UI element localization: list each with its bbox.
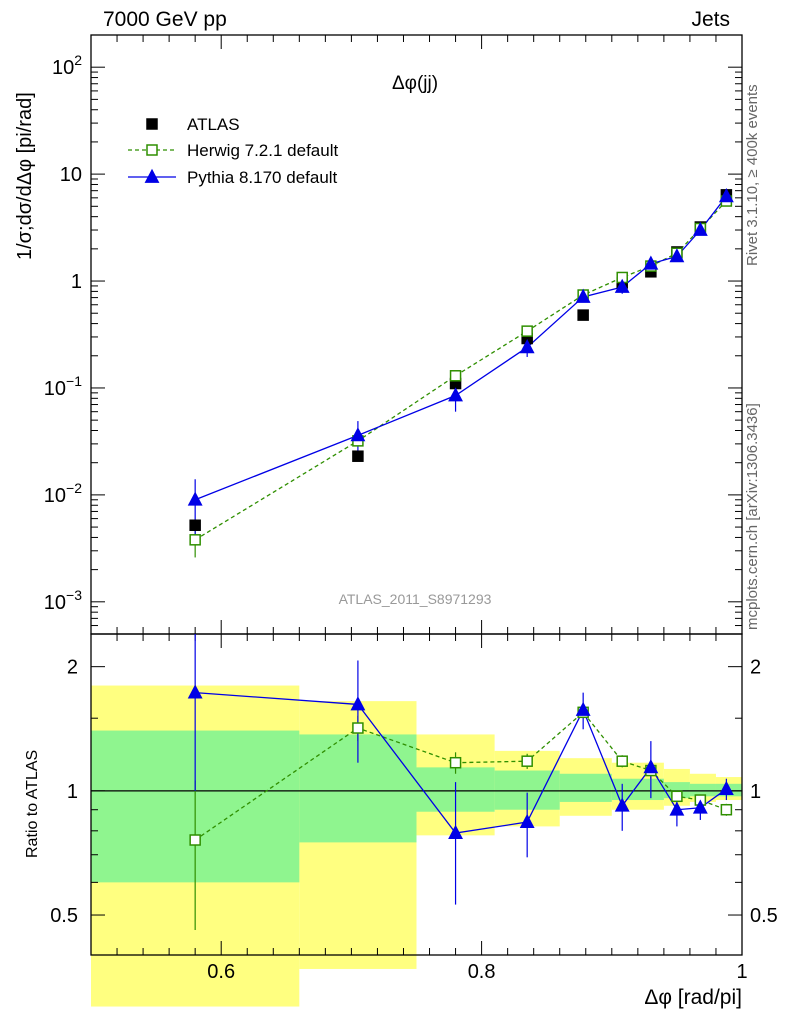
ratio-line-herwig: [194, 711, 727, 841]
ratio-band-green: [559, 773, 612, 802]
marker-square: [352, 450, 364, 462]
analysis-watermark: ATLAS_2011_S8971293: [339, 591, 492, 607]
series-line-pythia: [194, 195, 727, 501]
marker-square: [189, 534, 201, 546]
legend: ATLAS Herwig 7.2.1 default Pythia 8.170 de…: [128, 115, 338, 187]
marker-square: [189, 834, 201, 846]
uncertainty-bands: [91, 685, 742, 1007]
y-tick-label: 10−2: [44, 480, 82, 507]
marker-triangle: [575, 288, 591, 303]
ratio-band-green: [611, 778, 664, 801]
ratio-y-tick-label-right: 1: [750, 781, 761, 803]
series-layer: [187, 188, 734, 930]
marker-square: [449, 756, 462, 769]
marker-triangle: [144, 168, 160, 183]
marker-square: [449, 370, 462, 382]
marker-square: [146, 144, 158, 156]
ratio-band-green: [689, 783, 716, 797]
header-observable: Jets: [691, 8, 730, 31]
y-tick-label: 102: [52, 52, 82, 79]
marker-square: [521, 755, 533, 767]
marker-triangle: [692, 221, 708, 236]
marker-triangle: [519, 339, 535, 354]
side-label-mcplots: mcplots.cern.ch [arXiv:1306.3436]: [744, 403, 761, 630]
legend-label: ATLAS: [187, 115, 240, 134]
marker-triangle: [519, 813, 535, 828]
axes: 10−3 10−2 10−1 1 10 102 0.5 0.5 1 1 2 2 0.6 0.8 1: [44, 34, 778, 983]
y-tick-label: 1: [71, 271, 82, 293]
ratio-y-tick-label: 1: [67, 781, 78, 803]
legend-label: Herwig 7.2.1 default: [187, 141, 338, 160]
marker-triangle: [614, 278, 630, 293]
marker-triangle: [718, 188, 734, 203]
ratio-y-tick-label-right: 0.5: [750, 905, 778, 927]
marker-square: [146, 118, 158, 130]
marker-triangle: [350, 696, 366, 711]
x-tick-label: 0.8: [468, 961, 496, 983]
marker-triangle: [187, 491, 203, 506]
marker-triangle: [448, 387, 463, 402]
marker-triangle: [643, 759, 659, 774]
ratio-y-axis-label: Ratio to ATLAS: [24, 749, 41, 858]
marker-triangle: [575, 701, 591, 716]
y-tick-label: 10: [60, 164, 82, 186]
marker-triangle: [187, 684, 203, 699]
legend-label: Pythia 8.170 default: [187, 168, 338, 187]
marker-triangle: [350, 427, 366, 442]
y-tick-label: 10−1: [44, 373, 82, 400]
marker-square: [671, 790, 683, 803]
plot-title: Δφ(jj): [392, 73, 438, 94]
marker-triangle: [669, 801, 685, 816]
marker-triangle: [669, 248, 685, 263]
marker-square: [189, 519, 201, 532]
x-axis-label: Δφ [rad/pi]: [644, 986, 742, 1009]
marker-triangle: [643, 255, 659, 270]
side-label-rivet: Rivet 3.1.10, ≥ 400k events: [744, 84, 761, 266]
marker-square: [720, 803, 733, 816]
ratio-plot-frame: [90, 633, 743, 956]
ratio-y-tick-label: 0.5: [50, 905, 78, 927]
header-energy: 7000 GeV pp: [103, 8, 227, 31]
marker-triangle: [692, 799, 708, 814]
ratio-band-green: [663, 782, 690, 799]
marker-square: [616, 755, 628, 767]
x-tick-label: 1: [736, 961, 747, 983]
y-tick-label: 10−3: [44, 587, 82, 614]
ratio-y-tick-label: 2: [67, 657, 78, 679]
marker-square: [352, 722, 364, 734]
marker-square: [521, 325, 533, 337]
ratio-y-tick-label-right: 2: [750, 657, 761, 679]
marker-triangle: [448, 824, 463, 839]
main-y-axis-label: 1/σ;dσ/dΔφ [pi/rad]: [14, 92, 36, 260]
marker-square: [577, 309, 589, 321]
x-tick-label: 0.6: [207, 961, 235, 983]
marker-triangle: [718, 780, 734, 795]
ratio-line-pythia: [195, 691, 727, 834]
marker-triangle: [614, 797, 630, 812]
